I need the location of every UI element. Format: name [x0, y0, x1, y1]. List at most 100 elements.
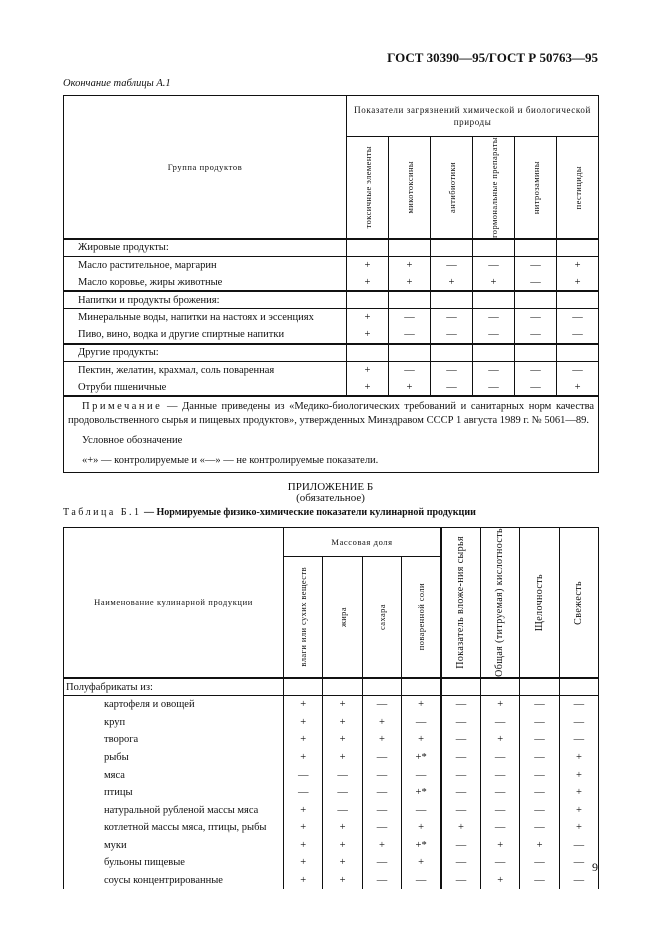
appendix-heading: ПРИЛОЖЕНИЕ Б (обязательное)	[0, 482, 661, 504]
value-cell: +	[322, 731, 363, 749]
value-cell: —	[361, 854, 403, 872]
value-cell: +	[401, 731, 442, 749]
table-row: Пиво, вино, водка и другие спиртные напи…	[63, 326, 613, 344]
value-cell: —	[282, 766, 324, 784]
value-cell: —	[479, 713, 521, 732]
column-header: жира	[322, 555, 363, 679]
empty-cell	[361, 676, 403, 697]
value-cell: +	[388, 273, 431, 292]
value-cell: —	[519, 783, 560, 802]
column-header: пестициды	[555, 135, 600, 240]
row-name: Масло коровье, жиры животные	[63, 273, 347, 292]
legend-text: «+» — контролируемые и «—» — не контроли…	[82, 455, 379, 467]
appendix-subtitle: (обязательное)	[296, 492, 365, 504]
value-cell: —	[430, 308, 473, 327]
value-cell: —	[440, 713, 481, 732]
value-cell: —	[440, 871, 481, 890]
note-cell: Примечание — Данные приведены из «Медико…	[62, 395, 600, 474]
value-cell: —	[430, 326, 473, 344]
empty-cell	[472, 290, 515, 310]
table-row: бульоны пищевые + + — + — — — —	[63, 854, 600, 872]
table-continuation-label: Окончание таблицы А.1	[63, 78, 171, 89]
column-header-label: влаги или сухих веществ	[298, 567, 309, 667]
value-cell: —	[519, 801, 560, 819]
value-cell: —	[555, 308, 600, 327]
page-number: 9	[592, 860, 598, 874]
value-cell: +	[430, 273, 473, 292]
column-header: поваренной соли	[401, 555, 442, 679]
value-cell: —	[440, 695, 481, 714]
value-cell: —	[361, 748, 403, 767]
value-cell: +	[361, 713, 403, 732]
row-name: Пиво, вино, водка и другие спиртные напи…	[63, 326, 347, 344]
value-cell: +	[401, 854, 442, 872]
note-row: Примечание — Данные приведены из «Медико…	[62, 395, 613, 474]
value-cell: +	[322, 819, 363, 837]
row-name: картофеля и овощей	[63, 695, 284, 714]
value-cell: —	[479, 854, 521, 872]
empty-cell	[346, 342, 389, 362]
column-header: нитрозамины	[514, 135, 557, 240]
empty-cell	[555, 342, 600, 362]
column-header-label: Щелочность	[533, 573, 545, 632]
section-title: Напитки и продукты брожения:	[63, 290, 347, 310]
value-cell: +	[558, 783, 600, 802]
empty-cell	[555, 237, 600, 257]
table-row: Пектин, желатин, крахмал, соль поваренна…	[63, 361, 613, 379]
value-cell: +	[282, 801, 324, 819]
value-cell: —	[558, 695, 600, 714]
empty-cell	[401, 676, 442, 697]
value-cell: —	[440, 801, 481, 819]
column-header-label: токсичные элементы	[362, 146, 373, 229]
value-cell: +	[322, 695, 363, 714]
row-name: бульоны пищевые	[63, 854, 284, 872]
column-header-label: поваренной соли	[416, 583, 427, 651]
column-header: Свежесть	[558, 526, 600, 679]
section-row: Жировые продукты:	[63, 237, 613, 257]
value-cell: —	[440, 748, 481, 767]
value-cell: —	[282, 783, 324, 802]
empty-cell	[388, 290, 431, 310]
value-cell: —	[555, 361, 600, 379]
column-header: влаги или сухих веществ	[282, 555, 324, 679]
empty-cell	[346, 290, 389, 310]
value-cell: —	[430, 256, 473, 274]
value-cell: +	[282, 748, 324, 767]
value-cell: —	[472, 308, 515, 327]
empty-cell	[430, 237, 473, 257]
value-cell: +	[558, 819, 600, 837]
value-cell: +	[388, 256, 431, 274]
table-row: Минеральные воды, напитки на настоях и э…	[63, 308, 613, 327]
value-cell: +	[282, 731, 324, 749]
legend-title: Условное обозначение	[82, 435, 183, 447]
empty-cell	[555, 290, 600, 310]
value-cell: —	[514, 256, 557, 274]
empty-cell	[472, 237, 515, 257]
table-row: круп + + + — — — — —	[63, 713, 600, 732]
row-name: котлетной массы мяса, птицы, рыбы	[63, 819, 284, 837]
value-cell: +*	[401, 748, 442, 767]
value-cell: —	[361, 871, 403, 890]
row-name: соусы концентрированные	[63, 871, 284, 890]
value-cell: —	[401, 871, 442, 890]
empty-cell	[472, 342, 515, 362]
value-cell: +	[282, 871, 324, 890]
value-cell: +	[346, 378, 389, 397]
value-cell: +	[519, 836, 560, 855]
value-cell: +	[322, 854, 363, 872]
empty-cell	[440, 676, 481, 697]
empty-cell	[346, 237, 389, 257]
value-cell: —	[558, 731, 600, 749]
mass-header: Массовая доля	[283, 527, 442, 557]
section-row: Полуфабрикаты из:	[63, 676, 600, 697]
value-cell: +	[558, 766, 600, 784]
value-cell: —	[558, 836, 600, 855]
value-cell: —	[514, 378, 557, 397]
value-cell: —	[519, 695, 560, 714]
value-cell: +	[555, 273, 600, 292]
column-header: антибиотики	[430, 135, 473, 240]
table-row: муки + + + +* — + + —	[63, 836, 600, 855]
column-header: Щелочность	[519, 526, 560, 679]
value-cell: +	[558, 748, 600, 767]
row-name: птицы	[63, 783, 284, 802]
